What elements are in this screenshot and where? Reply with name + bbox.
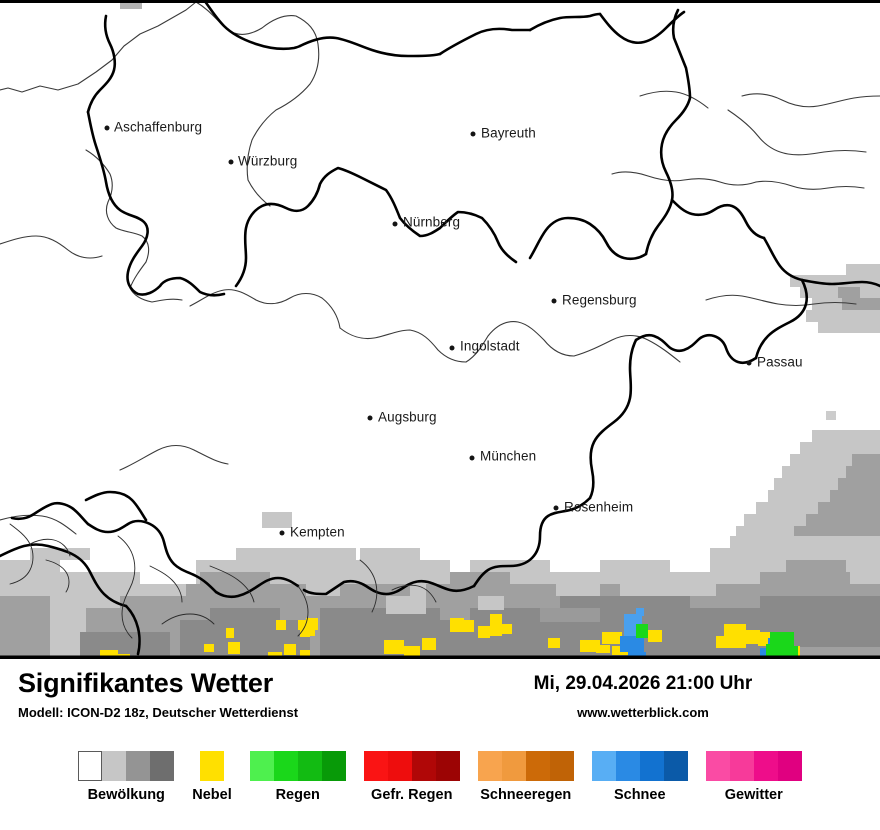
city-dot — [551, 298, 557, 304]
legend-swatch-row — [78, 751, 175, 781]
legend-swatch — [477, 751, 502, 781]
legend-swatch — [321, 751, 346, 781]
city-dot — [469, 455, 475, 461]
legend-swatch — [78, 751, 103, 781]
city-label: Ingolstadt — [460, 338, 520, 354]
legend-label: Gewitter — [724, 787, 783, 803]
legend-swatch — [525, 751, 550, 781]
legend-swatch-row — [705, 751, 802, 781]
legend-swatch — [591, 751, 616, 781]
legend-swatch — [435, 751, 460, 781]
legend-label: Schneeregen — [480, 787, 572, 803]
legend-swatch — [387, 751, 412, 781]
city-label: Regensburg — [562, 292, 637, 308]
city-dot — [228, 159, 234, 165]
city-label: Aschaffenburg — [114, 119, 203, 135]
legend-swatch — [705, 751, 730, 781]
legend-swatch-row — [591, 751, 688, 781]
legend-swatch — [249, 751, 274, 781]
footer-panel: Signifikantes Wetter Modell: ICON-D2 18z… — [0, 659, 880, 830]
legend-swatch — [549, 751, 574, 781]
city-label: Bayreuth — [481, 125, 536, 141]
legend-swatch — [363, 751, 388, 781]
legend-swatch-row — [200, 751, 224, 781]
weather-map[interactable]: Aschaffenburg Würzburg Bayreuth Nürnberg Reg… — [0, 0, 880, 659]
legend-swatch — [777, 751, 802, 781]
model-subtitle: Modell: ICON-D2 18z, Deutscher Wetterdie… — [18, 705, 299, 721]
legend-swatch-row — [249, 751, 346, 781]
legend-swatch — [297, 751, 322, 781]
legend-label: Schnee — [613, 787, 666, 803]
city-dot — [392, 221, 398, 227]
meta-block: Mi, 29.04.2026 21:00 Uhr www.wetterblick… — [478, 673, 808, 720]
legend-group: Nebel — [183, 751, 241, 803]
city-label: Würzburg — [238, 153, 298, 169]
city-label: Rosenheim — [564, 499, 634, 515]
legend-label: Bewölkung — [87, 787, 165, 803]
legend-group: Gefr. Regen — [355, 751, 469, 803]
legend-group: Gewitter — [697, 751, 811, 803]
legend-swatch — [411, 751, 436, 781]
legend-swatch-row — [477, 751, 574, 781]
website-label: www.wetterblick.com — [577, 705, 709, 720]
legend-swatch — [663, 751, 688, 781]
legend-swatch — [126, 751, 151, 781]
city-label: München — [480, 448, 537, 464]
cloud-cover-layer — [0, 0, 880, 659]
legend-swatch — [615, 751, 640, 781]
city-label: Nürnberg — [403, 214, 461, 230]
legend-group: Schneeregen — [469, 751, 583, 803]
legend-label: Gefr. Regen — [371, 787, 453, 803]
legend-swatch — [102, 751, 127, 781]
city-dot — [367, 415, 373, 421]
forecast-timestamp: Mi, 29.04.2026 21:00 Uhr — [533, 673, 753, 694]
page-title: Signifikantes Wetter — [18, 668, 274, 698]
city-dot — [470, 131, 476, 137]
city-label: Kempten — [290, 524, 345, 540]
city-label: Augsburg — [378, 409, 437, 425]
legend-label: Regen — [275, 787, 320, 803]
legend-swatch — [729, 751, 754, 781]
city-label: Passau — [757, 354, 803, 370]
minor-borders — [9, 523, 437, 639]
country-borders — [0, 0, 880, 656]
city-dot — [279, 530, 285, 536]
legend-swatch — [639, 751, 664, 781]
city-dot — [104, 125, 110, 131]
map-graphics — [0, 0, 880, 659]
title-block: Signifikantes Wetter Modell: ICON-D2 18z… — [18, 668, 299, 721]
city-dot — [746, 360, 752, 366]
legend: Bewölkung Nebel Regen Gefr. Regen Schneerege… — [0, 751, 880, 803]
legend-swatch — [273, 751, 298, 781]
legend-swatch — [200, 751, 224, 781]
city-dot — [449, 345, 455, 351]
legend-swatch — [501, 751, 526, 781]
state-borders — [0, 1, 880, 535]
legend-group: Schnee — [583, 751, 697, 803]
legend-group: Regen — [241, 751, 355, 803]
legend-swatch — [150, 751, 175, 781]
city-dot — [553, 505, 559, 511]
legend-group: Bewölkung — [69, 751, 183, 803]
legend-swatch-row — [363, 751, 460, 781]
legend-label: Nebel — [192, 787, 232, 803]
legend-swatch — [753, 751, 778, 781]
